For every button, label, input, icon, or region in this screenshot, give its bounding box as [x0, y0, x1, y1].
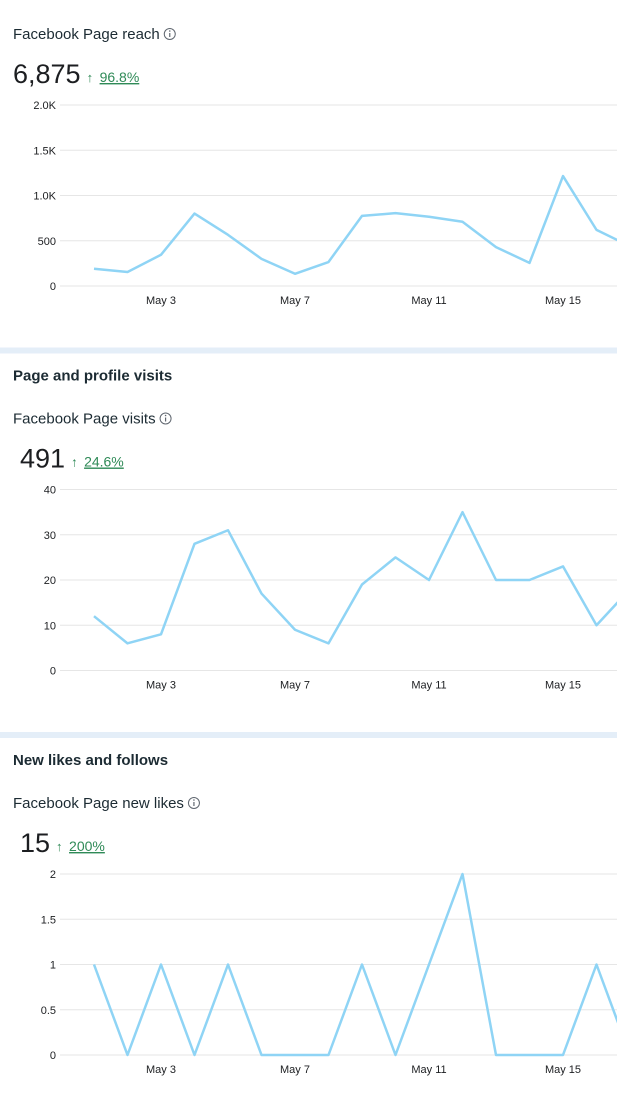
info-icon [159, 412, 172, 425]
series-line [93, 510, 617, 645]
metric-total: 491 [20, 444, 65, 474]
metric-subtitle: Facebook Page visits [13, 411, 156, 428]
y-tick-label: 1.5K [33, 145, 56, 157]
x-tick-label: May 11 [411, 1064, 446, 1076]
metric-subtitle: Facebook Page reach [13, 26, 160, 43]
y-tick-label: 0 [50, 1050, 56, 1062]
y-tick-label: 0 [50, 281, 56, 293]
info-icon [163, 28, 176, 40]
x-tick-label: May 3 [146, 295, 176, 307]
section-title: New likes and follows [13, 752, 168, 769]
y-tick-label: 1.5 [41, 914, 56, 926]
y-tick-label: 30 [44, 530, 56, 542]
x-tick-label: May 7 [280, 1064, 310, 1076]
y-tick-label: 0 [50, 666, 56, 678]
info-icon [187, 797, 200, 809]
metric-total: 6,875 [13, 59, 81, 89]
y-tick-label: 2 [50, 869, 56, 881]
change-percent: 96.8% [100, 69, 140, 85]
y-tick-label: 2.0K [33, 100, 56, 112]
change-percent: 200% [69, 838, 105, 854]
info-icon-dot [164, 414, 167, 417]
section-divider [0, 732, 617, 738]
x-tick-label: May 15 [545, 680, 581, 692]
y-tick-label: 0.5 [41, 1005, 56, 1017]
x-tick-label: May 15 [545, 1064, 581, 1076]
change-arrow: ↑ [71, 455, 78, 470]
metric-subtitle: Facebook Page new likes [13, 795, 184, 812]
y-tick-label: 1 [50, 960, 56, 972]
x-tick-label: May 7 [280, 680, 310, 692]
section-divider [0, 347, 617, 354]
y-tick-label: 20 [44, 575, 56, 587]
series-line [93, 174, 617, 276]
y-tick-label: 1.0K [33, 191, 56, 203]
x-tick-label: May 7 [280, 295, 310, 307]
info-icon-dot [168, 30, 171, 32]
change-arrow: ↑ [87, 70, 94, 85]
change-arrow: ↑ [56, 839, 63, 854]
section-title: Page and profile visits [13, 368, 172, 385]
x-tick-label: May 11 [411, 680, 446, 692]
x-tick-label: May 3 [146, 680, 176, 692]
info-icon-dot [193, 799, 195, 801]
y-tick-label: 40 [44, 485, 56, 497]
y-tick-label: 10 [44, 620, 56, 632]
x-tick-label: May 11 [411, 295, 446, 307]
y-tick-label: 500 [38, 236, 56, 248]
x-tick-label: May 15 [545, 295, 581, 307]
series-line [92, 872, 617, 1057]
change-percent: 24.6% [84, 454, 124, 470]
metric-total: 15 [20, 828, 50, 858]
x-tick-label: May 3 [146, 1064, 176, 1076]
